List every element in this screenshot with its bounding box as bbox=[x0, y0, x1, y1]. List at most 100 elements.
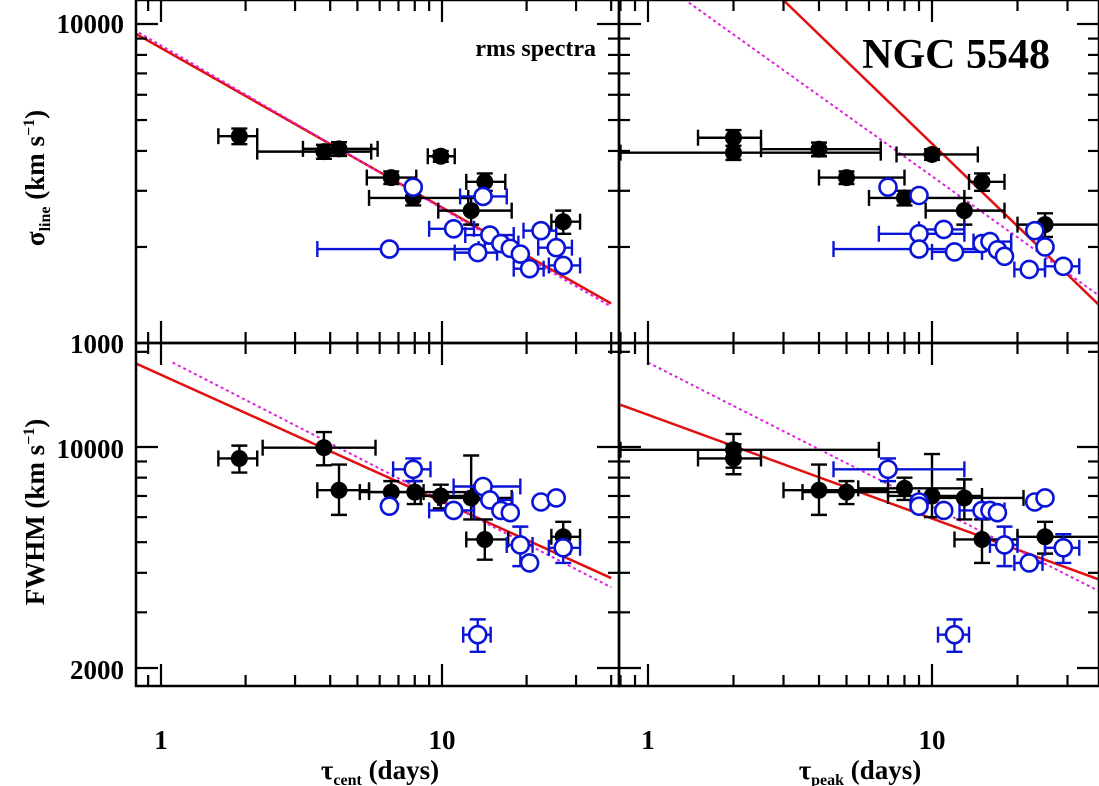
fit-line-solid bbox=[136, 362, 612, 580]
data-point-open bbox=[546, 488, 567, 508]
data-point-open bbox=[944, 624, 965, 645]
data-point-filled bbox=[462, 489, 480, 507]
data-point-open bbox=[500, 502, 521, 523]
x-left-unit: (days) bbox=[362, 755, 439, 785]
x-right-symbol: τ bbox=[799, 755, 812, 785]
y-bottom-close: ) bbox=[20, 419, 50, 428]
data-point-open bbox=[379, 496, 400, 516]
panel-content bbox=[619, 0, 1099, 307]
data-point-open bbox=[1035, 237, 1055, 257]
fit-line-dotted bbox=[172, 361, 612, 589]
data-point-filled bbox=[923, 145, 941, 163]
y-top-subscript: line bbox=[37, 207, 54, 232]
data-point-open bbox=[933, 500, 954, 521]
object-label: NGC 5548 bbox=[862, 32, 1050, 78]
data-point-open bbox=[1019, 553, 1040, 573]
data-point-open bbox=[403, 459, 424, 480]
data-point-filled bbox=[724, 449, 742, 467]
data-point-open bbox=[519, 553, 540, 573]
x-tick-10-left: 10 bbox=[429, 725, 456, 755]
data-point-open bbox=[443, 219, 464, 239]
x-tick-10-right: 10 bbox=[919, 725, 946, 755]
x-tick-1-left: 1 bbox=[154, 725, 168, 755]
panels-layer bbox=[134, 0, 1099, 688]
x-right-subscript: peak bbox=[811, 772, 844, 786]
data-point-open bbox=[1053, 256, 1074, 277]
data-point-open bbox=[909, 496, 929, 516]
data-point-filled bbox=[330, 140, 348, 158]
data-point-filled bbox=[895, 479, 913, 497]
data-point-open bbox=[510, 535, 531, 555]
panel-frame bbox=[134, 341, 621, 688]
data-point-open bbox=[531, 220, 551, 241]
fit-line-solid bbox=[136, 32, 612, 305]
data-point-open bbox=[510, 244, 531, 264]
data-point-filled bbox=[973, 173, 991, 191]
fit-line-dotted bbox=[683, 0, 1099, 297]
x-left-subscript: cent bbox=[333, 772, 362, 786]
data-point-filled bbox=[895, 189, 913, 207]
fit-line-solid bbox=[781, 0, 1099, 307]
data-point-filled bbox=[230, 127, 248, 145]
data-point-open bbox=[878, 459, 898, 480]
data-point-open bbox=[379, 239, 400, 259]
data-point-filled bbox=[230, 449, 248, 467]
y-tick-10000-top: 10000 bbox=[57, 9, 125, 39]
data-point-filled bbox=[406, 483, 424, 501]
x-axis-title-right: τpeak (days) bbox=[799, 755, 922, 786]
data-point-open bbox=[546, 237, 567, 258]
data-point-filled bbox=[330, 481, 348, 499]
y-bottom-label: FWHM (km s bbox=[20, 445, 50, 605]
data-point-open bbox=[467, 242, 488, 263]
y-top-unit: (km s bbox=[20, 136, 50, 207]
data-point-filled bbox=[462, 202, 480, 220]
panel-frame bbox=[617, 341, 1099, 688]
data-point-filled bbox=[955, 202, 973, 220]
y-top-superscript: −1 bbox=[21, 119, 38, 136]
data-point-open bbox=[1035, 488, 1055, 508]
data-point-filled bbox=[810, 140, 828, 158]
data-point-filled bbox=[838, 169, 856, 187]
data-point-open bbox=[553, 537, 574, 558]
data-point-open bbox=[519, 258, 540, 279]
data-point-filled bbox=[315, 143, 333, 161]
data-point-open bbox=[443, 500, 464, 521]
data-point-open bbox=[1019, 259, 1040, 280]
x-tick-1-right: 1 bbox=[641, 725, 655, 755]
panel-bottom-right bbox=[617, 341, 1099, 688]
data-point-filled bbox=[955, 489, 973, 507]
y-tick-2000-bottom: 2000 bbox=[70, 655, 124, 685]
x-right-unit: (days) bbox=[844, 755, 921, 785]
data-point-filled bbox=[432, 487, 450, 505]
data-point-filled bbox=[476, 173, 494, 191]
y-tick-10000-bottom: 10000 bbox=[57, 434, 125, 464]
data-point-filled bbox=[476, 530, 494, 548]
data-point-open bbox=[944, 242, 965, 262]
data-point-filled bbox=[432, 147, 450, 165]
data-point-open bbox=[878, 177, 898, 197]
panel-top-left bbox=[134, 0, 621, 345]
y-tick-1000-top: 1000 bbox=[70, 329, 124, 359]
x-axis-title-left: τcent (days) bbox=[321, 755, 439, 786]
data-point-filled bbox=[810, 481, 828, 499]
y-bottom-superscript: −1 bbox=[21, 428, 38, 445]
spectra-label: rms spectra bbox=[475, 36, 596, 62]
data-point-open bbox=[473, 186, 493, 207]
data-point-filled bbox=[724, 144, 742, 162]
panel-content bbox=[136, 29, 612, 308]
data-point-filled bbox=[973, 530, 991, 548]
data-point-filled bbox=[1036, 528, 1054, 546]
data-point-filled bbox=[382, 169, 400, 187]
data-point-filled bbox=[554, 213, 572, 231]
y-axis-title-top: σline (km s−1) bbox=[20, 110, 54, 246]
data-point-open bbox=[933, 219, 954, 240]
y-axis-title-bottom: FWHM (km s−1) bbox=[20, 419, 50, 606]
data-point-open bbox=[909, 185, 929, 206]
data-point-filled bbox=[724, 129, 742, 147]
data-point-open bbox=[553, 255, 574, 276]
data-point-open bbox=[987, 502, 1008, 523]
data-point-open bbox=[1024, 220, 1045, 241]
data-point-open bbox=[403, 177, 424, 197]
fit-line-dotted bbox=[136, 29, 612, 308]
